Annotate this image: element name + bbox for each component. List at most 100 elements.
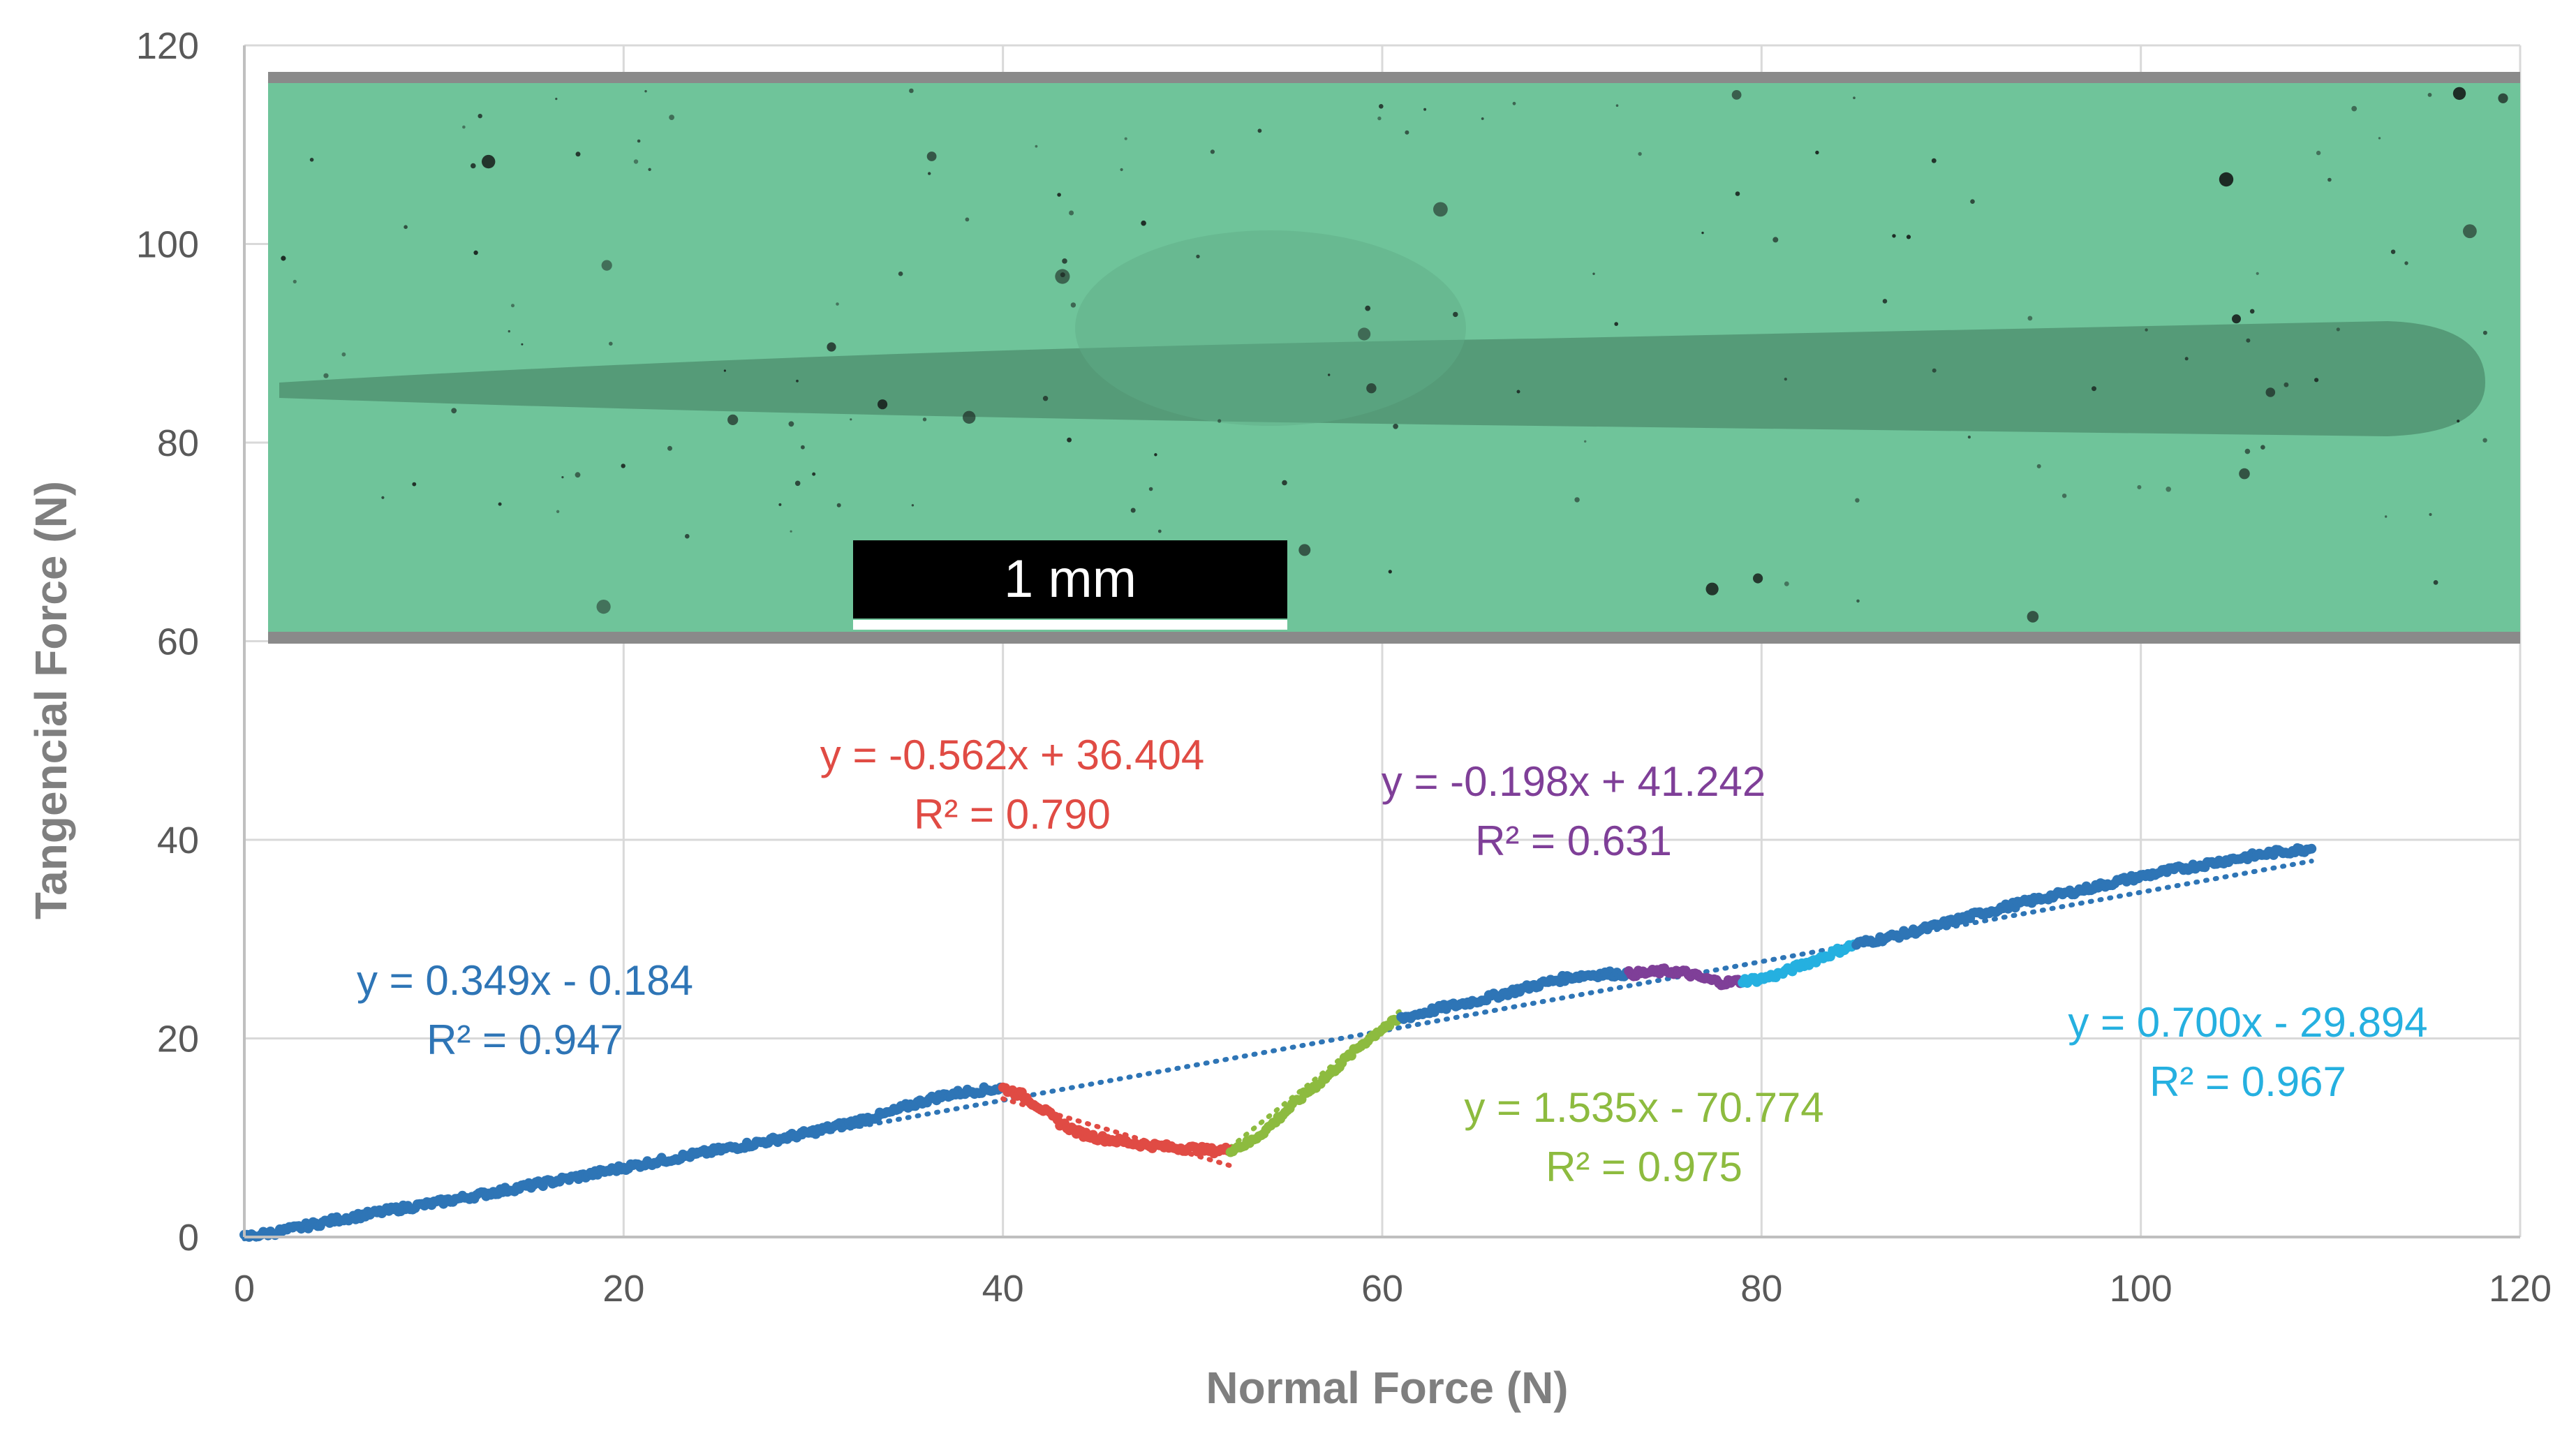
inset-speck xyxy=(909,88,914,94)
inset-speck xyxy=(1512,101,1516,105)
inset-speck xyxy=(1196,254,1200,259)
x-tick-label: 20 xyxy=(602,1268,644,1310)
y-axis-title: Tangencial Force (N) xyxy=(26,481,76,919)
inset-speck xyxy=(2232,314,2241,324)
inset-speck xyxy=(648,168,651,171)
inset-speck xyxy=(2498,93,2508,103)
inset-speck xyxy=(451,408,457,414)
inset-speck xyxy=(498,502,502,506)
inset-speck xyxy=(2427,93,2432,97)
inset-speck xyxy=(637,139,641,143)
inset-speck xyxy=(827,342,836,352)
inset-speck xyxy=(2457,420,2460,423)
inset-speck xyxy=(836,302,839,306)
inset-speck xyxy=(1772,237,1779,243)
inset-speck xyxy=(790,530,792,533)
inset-speck xyxy=(796,379,799,383)
inset-speck xyxy=(1365,305,1371,311)
inset-speck xyxy=(1892,234,1896,238)
inset-speck xyxy=(2433,580,2438,585)
inset-speck xyxy=(1035,145,1038,148)
inset-speck xyxy=(928,172,931,175)
inset-speck xyxy=(850,418,852,421)
inset-speck xyxy=(1067,437,1072,443)
inset-speck xyxy=(2429,512,2432,517)
inset-speck xyxy=(788,421,794,427)
inset-speck xyxy=(2351,105,2357,112)
trendline-equation: y = 0.700x - 29.894 xyxy=(2068,999,2427,1046)
inset-speck xyxy=(381,496,385,499)
x-tick-label: 120 xyxy=(2489,1268,2552,1310)
inset-speck xyxy=(2336,327,2340,332)
inset-speck xyxy=(1042,396,1049,401)
inset-speck xyxy=(1130,508,1136,513)
inset-speck xyxy=(1433,202,1448,217)
inset-speck xyxy=(2027,611,2039,623)
inset-speck xyxy=(1574,497,1580,503)
inset-speck xyxy=(1815,150,1819,155)
inset-speck xyxy=(878,399,888,410)
inset-speck xyxy=(575,151,581,157)
inset-speck xyxy=(473,250,478,256)
inset-speck xyxy=(478,114,482,119)
x-tick-label: 0 xyxy=(234,1268,255,1310)
inset-speck xyxy=(1705,582,1719,595)
inset-speck xyxy=(412,482,417,487)
trendline xyxy=(1228,1007,1404,1150)
inset-speck xyxy=(2027,316,2033,321)
inset-speck xyxy=(2249,309,2255,314)
inset-speck xyxy=(2137,484,2142,489)
inset-speck xyxy=(521,343,524,346)
inset-speck xyxy=(2378,137,2381,140)
inset-speck xyxy=(2239,468,2250,480)
y-tick-label: 0 xyxy=(178,1217,199,1259)
inset-speck xyxy=(1638,151,1642,156)
data-point xyxy=(2307,843,2317,854)
inset-speck xyxy=(1393,424,1398,429)
trendline-r2: R² = 0.790 xyxy=(914,791,1111,838)
inset-speck xyxy=(1070,302,1076,308)
x-axis-title: Normal Force (N) xyxy=(1206,1363,1568,1413)
inset-speck xyxy=(2166,487,2171,492)
y-tick-label: 40 xyxy=(157,820,199,861)
x-tick-label: 80 xyxy=(1740,1268,1782,1310)
inset-speck xyxy=(575,472,581,478)
inset-speck xyxy=(2219,172,2234,187)
inset-speck xyxy=(1906,235,1911,239)
inset-speck xyxy=(561,476,564,479)
inset-speck xyxy=(293,279,297,283)
inset-speck xyxy=(2316,150,2321,156)
inset-speck xyxy=(1377,116,1382,121)
scale-bar-label: 1 mm xyxy=(1004,549,1137,609)
inset-speck xyxy=(1366,383,1377,394)
inset-speck xyxy=(727,414,739,426)
data-series xyxy=(239,843,2317,1242)
inset-speck xyxy=(1060,272,1065,278)
inset-speck xyxy=(1516,390,1520,394)
inset-speck xyxy=(1062,258,1067,264)
inset-speck xyxy=(482,154,496,169)
inset-speck xyxy=(1388,570,1392,574)
inset-speck xyxy=(1120,168,1123,172)
inset-speck xyxy=(2061,494,2067,498)
wear-halo xyxy=(1075,230,1466,426)
inset-speck xyxy=(309,158,314,162)
equation-labels: y = 0.349x - 0.184 R² = 0.947 y = -0.562x … xyxy=(357,732,2428,1190)
inset-speck xyxy=(926,151,937,161)
inset-speck xyxy=(1784,378,1787,381)
inset-speck xyxy=(2246,338,2251,343)
inset-speck xyxy=(1853,96,1856,99)
x-tick-label: 100 xyxy=(2110,1268,2172,1310)
inset-speck xyxy=(596,600,611,614)
x-tick-label: 40 xyxy=(982,1268,1024,1310)
inset-speck xyxy=(2404,261,2408,265)
inset-bottom-band xyxy=(268,632,2520,644)
inset-speck xyxy=(778,503,782,506)
inset-speck xyxy=(1210,149,1215,154)
inset-speck xyxy=(2260,445,2265,450)
inset-speck xyxy=(963,410,976,424)
inset-speck xyxy=(2327,177,2332,182)
inset-speck xyxy=(556,510,560,513)
inset-speck xyxy=(644,90,647,93)
